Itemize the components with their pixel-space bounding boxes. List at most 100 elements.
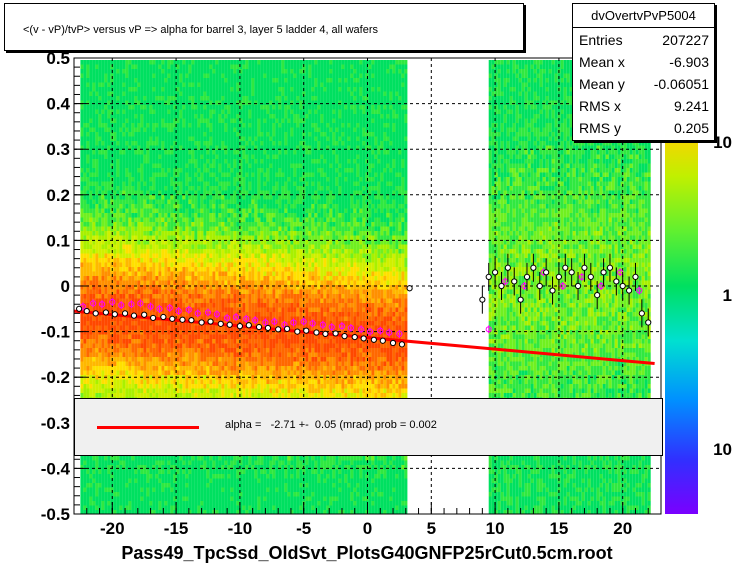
- heat-cell: [227, 343, 231, 348]
- heat-cell: [185, 312, 189, 317]
- heat-cell: [119, 168, 123, 173]
- heat-cell: [110, 163, 114, 168]
- heat-cell: [242, 78, 246, 83]
- heat-cell: [161, 204, 165, 209]
- heat-cell: [200, 100, 204, 105]
- heat-cell: [119, 240, 123, 245]
- heat-cell: [173, 352, 177, 357]
- heat-cell: [179, 172, 183, 177]
- heat-cell: [221, 384, 225, 389]
- heat-cell: [107, 159, 111, 164]
- heat-cell: [152, 298, 156, 303]
- heat-cell: [152, 379, 156, 384]
- heat-cell: [146, 181, 150, 186]
- heat-cell: [167, 91, 171, 96]
- heat-cell: [200, 483, 204, 488]
- heat-cell: [182, 492, 186, 497]
- heat-cell: [125, 505, 129, 510]
- heat-cell: [188, 114, 192, 119]
- heat-cell: [212, 96, 216, 101]
- heat-cell: [104, 145, 108, 150]
- heat-cell: [185, 168, 189, 173]
- heat-cell: [146, 240, 150, 245]
- heat-cell: [233, 177, 237, 182]
- heat-cell: [110, 361, 114, 366]
- heat-cell: [197, 289, 201, 294]
- heat-cell: [197, 487, 201, 492]
- heat-cell: [167, 163, 171, 168]
- heat-cell: [134, 213, 138, 218]
- heat-cell: [173, 370, 177, 375]
- heat-cell: [113, 73, 117, 78]
- heat-cell: [197, 379, 201, 384]
- heat-cell: [122, 172, 126, 177]
- heat-cell: [239, 150, 243, 155]
- heat-cell: [236, 222, 240, 227]
- heat-cell: [197, 64, 201, 69]
- heat-cell: [194, 163, 198, 168]
- heat-cell: [176, 271, 180, 276]
- heat-cell: [92, 105, 96, 110]
- heat-cell: [107, 69, 111, 74]
- heat-cell: [164, 91, 168, 96]
- heat-cell: [194, 352, 198, 357]
- heat-cell: [173, 393, 177, 398]
- heat-cell: [143, 190, 147, 195]
- heat-cell: [119, 127, 123, 132]
- heat-cell: [146, 145, 150, 150]
- heat-cell: [86, 73, 90, 78]
- heat-cell: [146, 505, 150, 510]
- heat-cell: [185, 181, 189, 186]
- heat-cell: [218, 150, 222, 155]
- heat-cell: [221, 231, 225, 236]
- heat-cell: [152, 348, 156, 353]
- heat-cell: [80, 244, 84, 249]
- heat-cell: [98, 388, 102, 393]
- heat-cell: [80, 325, 84, 330]
- heat-cell: [131, 330, 135, 335]
- heat-cell: [173, 181, 177, 186]
- heat-cell: [140, 492, 144, 497]
- heat-cell: [104, 460, 108, 465]
- heat-cell: [203, 496, 207, 501]
- heat-cell: [125, 150, 129, 155]
- heat-cell: [236, 217, 240, 222]
- heat-cell: [101, 370, 105, 375]
- heat-cell: [248, 73, 252, 78]
- heat-cell: [155, 172, 159, 177]
- heat-cell: [182, 393, 186, 398]
- heat-cell: [104, 465, 108, 470]
- heat-cell: [155, 312, 159, 317]
- heat-cell: [143, 505, 147, 510]
- heat-cell: [236, 267, 240, 272]
- heat-cell: [185, 195, 189, 200]
- heat-cell: [131, 91, 135, 96]
- heat-cell: [98, 82, 102, 87]
- heat-cell: [170, 163, 174, 168]
- heat-cell: [89, 154, 93, 159]
- heat-cell: [128, 244, 132, 249]
- heat-cell: [158, 492, 162, 497]
- heat-cell: [218, 217, 222, 222]
- heat-cell: [239, 195, 243, 200]
- heat-cell: [206, 231, 210, 236]
- heat-cell: [194, 231, 198, 236]
- heat-cell: [230, 145, 234, 150]
- heat-cell: [92, 276, 96, 281]
- heat-cell: [194, 96, 198, 101]
- heat-cell: [242, 190, 246, 195]
- heat-cell: [245, 136, 249, 141]
- heat-cell: [179, 105, 183, 110]
- heat-cell: [227, 510, 231, 515]
- heat-cell: [125, 127, 129, 132]
- heat-cell: [83, 172, 87, 177]
- heat-cell: [134, 244, 138, 249]
- heat-cell: [230, 384, 234, 389]
- heat-cell: [161, 105, 165, 110]
- heat-cell: [176, 307, 180, 312]
- heat-cell: [131, 208, 135, 213]
- heat-cell: [92, 469, 96, 474]
- heat-cell: [158, 231, 162, 236]
- heat-cell: [233, 109, 237, 114]
- heat-cell: [161, 388, 165, 393]
